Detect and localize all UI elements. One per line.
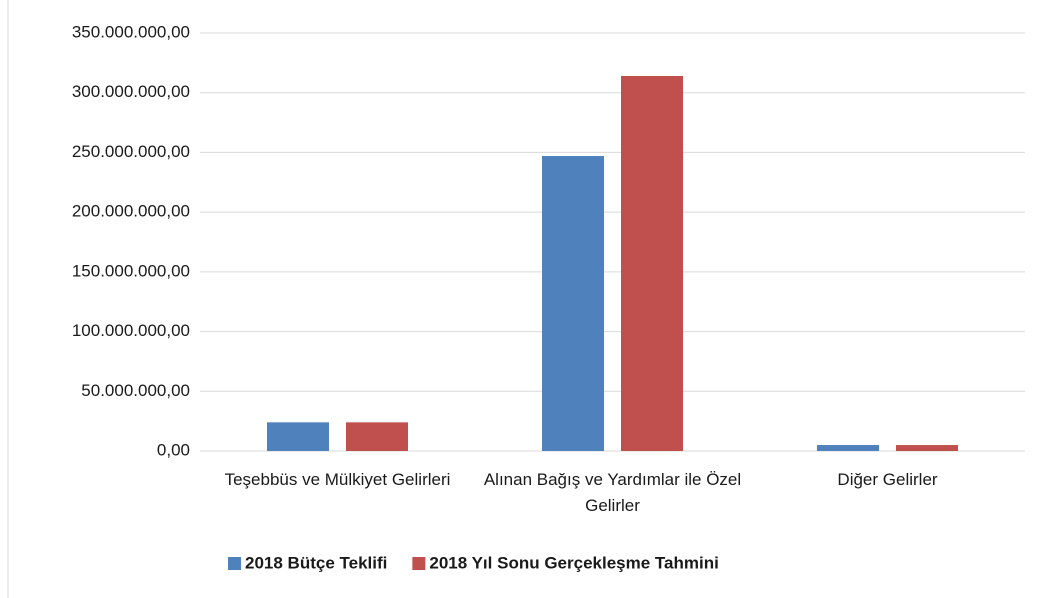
- bar: [621, 75, 683, 451]
- legend-label: 2018 Yıl Sonu Gerçekleşme Tahmini: [429, 553, 718, 572]
- bar: [817, 445, 879, 451]
- x-tick-label: Diğer Gelirler: [837, 470, 938, 489]
- y-tick-label: 200.000.000,00: [72, 202, 190, 221]
- y-tick-label: 0,00: [157, 440, 190, 459]
- y-tick-label: 250.000.000,00: [72, 142, 190, 161]
- legend-swatch: [228, 557, 241, 570]
- chart-border: [7, 0, 9, 598]
- x-tick-label: Teşebbüs ve Mülkiyet Gelirleri: [224, 470, 451, 489]
- y-tick-label: 50.000.000,00: [81, 381, 190, 400]
- bar: [267, 422, 329, 451]
- bar: [896, 445, 958, 451]
- bar: [346, 422, 408, 451]
- y-tick-label: 300.000.000,00: [72, 82, 190, 101]
- y-tick-label: 350.000.000,00: [72, 22, 190, 41]
- y-tick-label: 150.000.000,00: [72, 261, 190, 280]
- x-tick-label: Alınan Bağış ve Yardımlar ile Özel Gelir…: [483, 470, 742, 515]
- y-tick-label: 100.000.000,00: [72, 321, 190, 340]
- legend-swatch: [412, 557, 426, 570]
- bar: [542, 156, 604, 452]
- legend-label: 2018 Bütçe Teklifi: [245, 553, 387, 572]
